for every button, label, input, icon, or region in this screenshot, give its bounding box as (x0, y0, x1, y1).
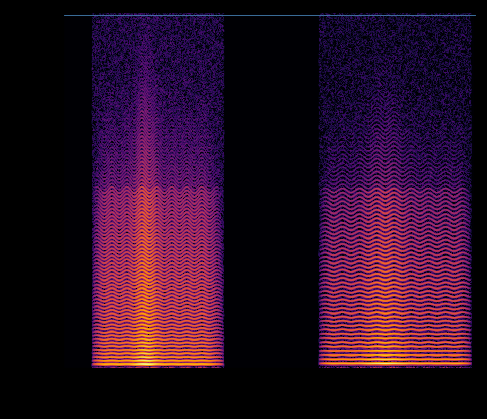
X-axis label: Time (in seconds): Time (in seconds) (202, 397, 337, 412)
Y-axis label: Frequency (in Hz): Frequency (in Hz) (7, 123, 22, 257)
